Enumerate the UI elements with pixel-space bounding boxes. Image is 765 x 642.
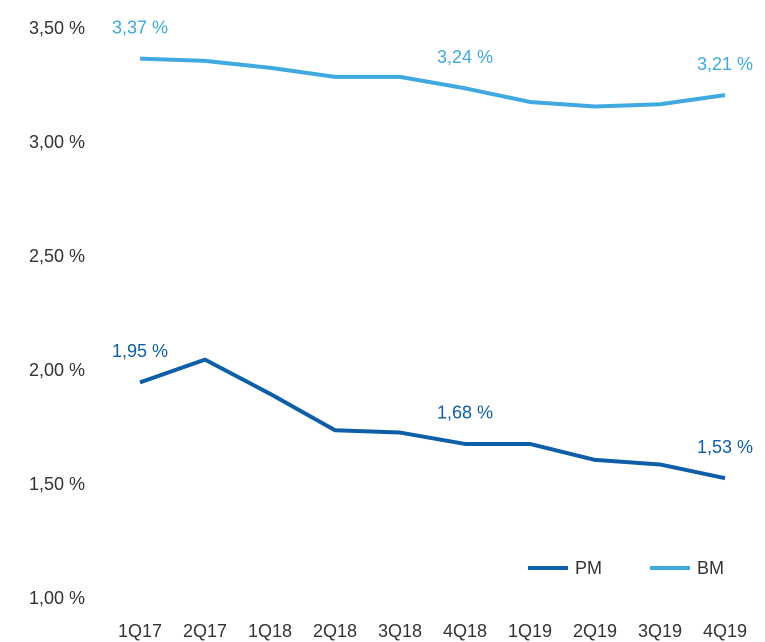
x-tick-label: 1Q17 [118,621,162,641]
x-tick-label: 3Q18 [378,621,422,641]
data-label: 3,24 % [437,47,493,67]
x-tick-label: 4Q18 [443,621,487,641]
y-tick-label: 1,00 % [29,588,85,608]
data-label: 3,37 % [112,17,168,37]
y-tick-label: 1,50 % [29,474,85,494]
y-tick-label: 3,50 % [29,18,85,38]
x-tick-label: 2Q19 [573,621,617,641]
x-tick-label: 3Q19 [638,621,682,641]
x-tick-label: 4Q19 [703,621,747,641]
y-tick-label: 3,00 % [29,132,85,152]
x-tick-label: 2Q18 [313,621,357,641]
x-tick-label: 1Q19 [508,621,552,641]
x-tick-label: 2Q17 [183,621,227,641]
series-line [139,56,726,109]
data-label: 1,95 % [112,341,168,361]
x-tick-label: 1Q18 [248,621,292,641]
y-tick-label: 2,50 % [29,246,85,266]
y-tick-label: 2,00 % [29,360,85,380]
legend-label: BM [697,558,724,578]
data-label: 1,68 % [437,403,493,423]
data-label: 3,21 % [697,54,753,74]
legend-label: PM [575,558,602,578]
series-line [139,357,726,481]
data-label: 1,53 % [697,437,753,457]
